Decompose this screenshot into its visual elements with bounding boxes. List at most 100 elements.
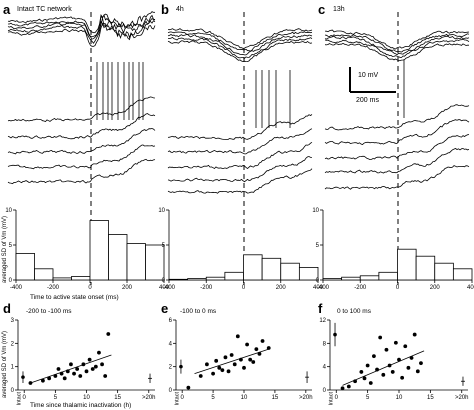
- histogram-bar: [15, 252, 35, 281]
- histogram-bar: [415, 255, 436, 281]
- membrane-trace: [167, 168, 313, 194]
- data-point: [245, 342, 249, 347]
- regression-line: [342, 350, 425, 386]
- x-tick-label: 400: [313, 285, 324, 291]
- histogram-bar: [126, 243, 146, 281]
- membrane-trace: [167, 156, 313, 183]
- x-tick-label: 0: [335, 395, 339, 401]
- data-point: [397, 357, 401, 362]
- data-point: [251, 360, 256, 364]
- data-point: [346, 384, 351, 389]
- y-tick-label: 8: [323, 341, 327, 347]
- data-point: [235, 334, 240, 339]
- membrane-trace: [7, 96, 156, 122]
- panel-letter-b: b: [161, 2, 169, 17]
- data-point: [103, 374, 108, 378]
- scale-bar: 10 mV 200 ms: [349, 67, 396, 104]
- x-tick-label: 5: [54, 395, 58, 401]
- top-trace: [324, 33, 470, 53]
- membrane-trace: [324, 148, 470, 174]
- data-point: [400, 375, 405, 380]
- top-trace: [167, 31, 313, 52]
- histogram-bar: [243, 254, 263, 281]
- histogram-bar: [452, 268, 473, 281]
- membrane-trace: [324, 119, 470, 145]
- histogram-c: 0 5 10 -400 -200 0 200 400: [312, 208, 474, 291]
- intact-label: Intact: [174, 392, 180, 406]
- y-tick-label: 5: [162, 243, 166, 249]
- top-trace: [7, 23, 156, 47]
- data-point: [362, 376, 367, 381]
- x-tick-label: 400: [467, 285, 474, 291]
- membrane-trace: [7, 128, 156, 155]
- data-point: [90, 367, 95, 371]
- scale-time-label: 200 ms: [356, 97, 379, 104]
- y-tick-label: 2: [11, 341, 15, 347]
- membrane-trace: [324, 165, 470, 190]
- x-tick-label: >20h: [142, 395, 156, 401]
- y-tick-label: 0: [162, 278, 166, 284]
- data-point: [198, 374, 203, 378]
- x-tick-label: 0: [88, 285, 92, 291]
- top-trace: [167, 33, 313, 56]
- histogram-bar: [378, 271, 398, 281]
- x-tick-label: >20h: [455, 395, 469, 401]
- data-point: [381, 372, 386, 377]
- y-tick-label: 10: [158, 208, 165, 214]
- scale-voltage-label: 10 mV: [358, 72, 379, 79]
- panel-title-f: 0 to 100 ms: [337, 308, 372, 315]
- y-tick-label: 0: [323, 388, 327, 394]
- scatter-f: 0 4 8 12 0 5 10 15 >20h Intact: [319, 318, 468, 405]
- histogram-b: 0 5 10 -400 -200 0 200 400: [158, 208, 323, 291]
- data-point: [223, 355, 228, 360]
- x-tick-label: 15: [427, 395, 434, 401]
- y-tick-label: 5: [9, 243, 13, 249]
- x-tick-label: -200: [354, 285, 367, 291]
- scatter-xlabel: Time since thalamic inactivation (h): [30, 402, 131, 409]
- regression-line: [194, 348, 269, 375]
- x-tick-label: 5: [211, 395, 215, 401]
- intact-mean-point: [333, 332, 337, 337]
- data-point: [340, 386, 345, 391]
- x-tick-label: 15: [272, 395, 279, 401]
- histogram-bar: [71, 276, 91, 281]
- histogram-a: 0 5 10 -400 -200 0 200 400: [5, 208, 169, 291]
- data-point: [378, 335, 383, 340]
- data-point: [242, 365, 246, 370]
- y-tick-label: 3: [11, 318, 15, 324]
- y-tick-label: 0: [169, 388, 173, 394]
- y-tick-label: 12: [319, 318, 326, 324]
- data-point: [232, 362, 237, 367]
- y-tick-label: 10: [312, 208, 319, 214]
- data-point: [229, 353, 234, 357]
- y-tick-label: 1: [11, 365, 15, 371]
- data-point: [69, 362, 73, 367]
- histogram-bar: [341, 276, 361, 281]
- membrane-trace: [324, 134, 470, 161]
- membrane-trace: [167, 114, 313, 140]
- membrane-trace: [7, 158, 156, 185]
- data-point: [62, 376, 67, 381]
- voltage-traces-a: [7, 11, 156, 185]
- data-point: [205, 362, 209, 367]
- y-tick-label: 2: [169, 365, 173, 371]
- data-point: [368, 381, 373, 385]
- intact-label: Intact: [16, 392, 22, 406]
- panel-letter-c: c: [318, 2, 325, 17]
- data-point: [384, 347, 389, 352]
- data-point: [266, 346, 271, 350]
- data-point: [100, 362, 104, 367]
- data-point: [72, 371, 76, 376]
- histogram-bar: [145, 244, 165, 281]
- y-tick-label: 0: [11, 388, 15, 394]
- histogram-bar: [187, 278, 207, 281]
- data-point: [365, 363, 370, 368]
- data-point: [260, 339, 265, 343]
- x-tick-label: >20h: [299, 395, 313, 401]
- x-tick-label: 10: [83, 395, 90, 401]
- x-tick-label: 200: [430, 285, 441, 291]
- x-tick-label: 15: [114, 395, 121, 401]
- panel-title-a: Intact TC network: [17, 6, 72, 13]
- histogram-bar: [261, 257, 282, 281]
- histogram-bar: [359, 275, 380, 281]
